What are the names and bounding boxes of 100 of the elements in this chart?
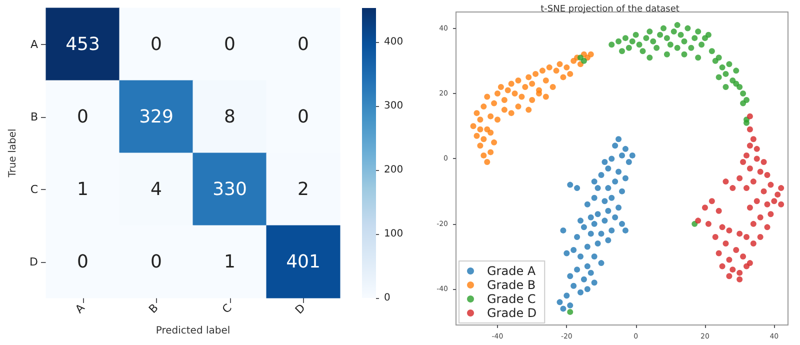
point [546,64,552,70]
point [584,286,590,292]
point [778,185,784,192]
point [567,182,574,188]
point [670,28,677,35]
point [744,152,750,158]
point [622,227,628,234]
point [622,146,628,152]
point [594,185,601,192]
point [626,158,632,165]
point [591,220,598,227]
point [736,270,743,276]
point [488,130,494,136]
point [760,188,767,194]
point [588,230,594,237]
point [539,68,546,74]
point [480,152,487,158]
point [629,38,636,44]
point [605,208,612,214]
point [740,100,746,106]
point [508,110,514,116]
point [716,250,722,256]
point [608,194,615,201]
point [488,113,494,120]
point [640,48,646,54]
point [736,276,743,282]
point [695,54,702,61]
point [574,185,580,192]
point [657,32,664,38]
y-axis-title: True label [8,128,18,178]
point [474,132,480,139]
point [740,158,746,165]
point [584,201,590,208]
point [674,44,680,51]
y-tick-label: A [30,38,38,51]
point [722,178,729,185]
data-label: 1 [77,178,88,200]
point [553,68,560,74]
point [768,182,774,188]
data-label: 1 [224,251,236,272]
chart-title: t-SNE projection of the dataset [540,4,680,14]
data-label: 4 [150,178,162,200]
point [722,84,729,90]
point [730,185,736,192]
point [730,266,736,273]
point [574,266,580,273]
point [480,136,487,142]
point [578,218,584,224]
data-label: 0 [224,34,236,55]
point [580,224,587,230]
point [740,254,746,260]
point [588,214,594,220]
point [619,152,625,158]
x-tick-label: B [146,301,161,316]
data-label: 2 [298,178,309,200]
point [636,42,642,48]
point [746,142,753,149]
point [501,97,508,104]
y-tick-label: C [30,182,38,196]
point [726,256,732,263]
point [736,230,743,237]
point [619,220,625,227]
point [667,42,674,48]
point [757,234,764,240]
point [578,54,584,61]
point [608,42,615,48]
point [494,116,500,123]
point [616,38,622,44]
point [632,32,639,38]
data-label: 330 [212,178,247,200]
point [556,299,563,306]
point [598,172,604,178]
point [622,175,628,182]
point [504,87,511,94]
point [522,84,528,90]
point [712,234,718,240]
data-label: 453 [66,34,100,55]
point [598,230,604,237]
point [719,263,726,270]
legend-label: Grade D [487,306,537,320]
point [518,94,525,100]
x-tick-label: C [220,301,235,316]
point [654,44,660,51]
point [733,80,740,87]
point [684,25,691,32]
data-label: 0 [298,34,309,55]
point [716,54,722,61]
point [646,28,653,35]
point [588,270,594,276]
point [664,35,670,42]
point [591,194,598,201]
point [491,100,498,106]
point [598,260,604,266]
point [477,126,484,132]
point [532,70,539,77]
point [746,204,753,211]
x-tick-label: A [72,301,88,316]
y-tick-label: B [30,110,38,124]
point [771,198,778,204]
point [692,35,698,42]
